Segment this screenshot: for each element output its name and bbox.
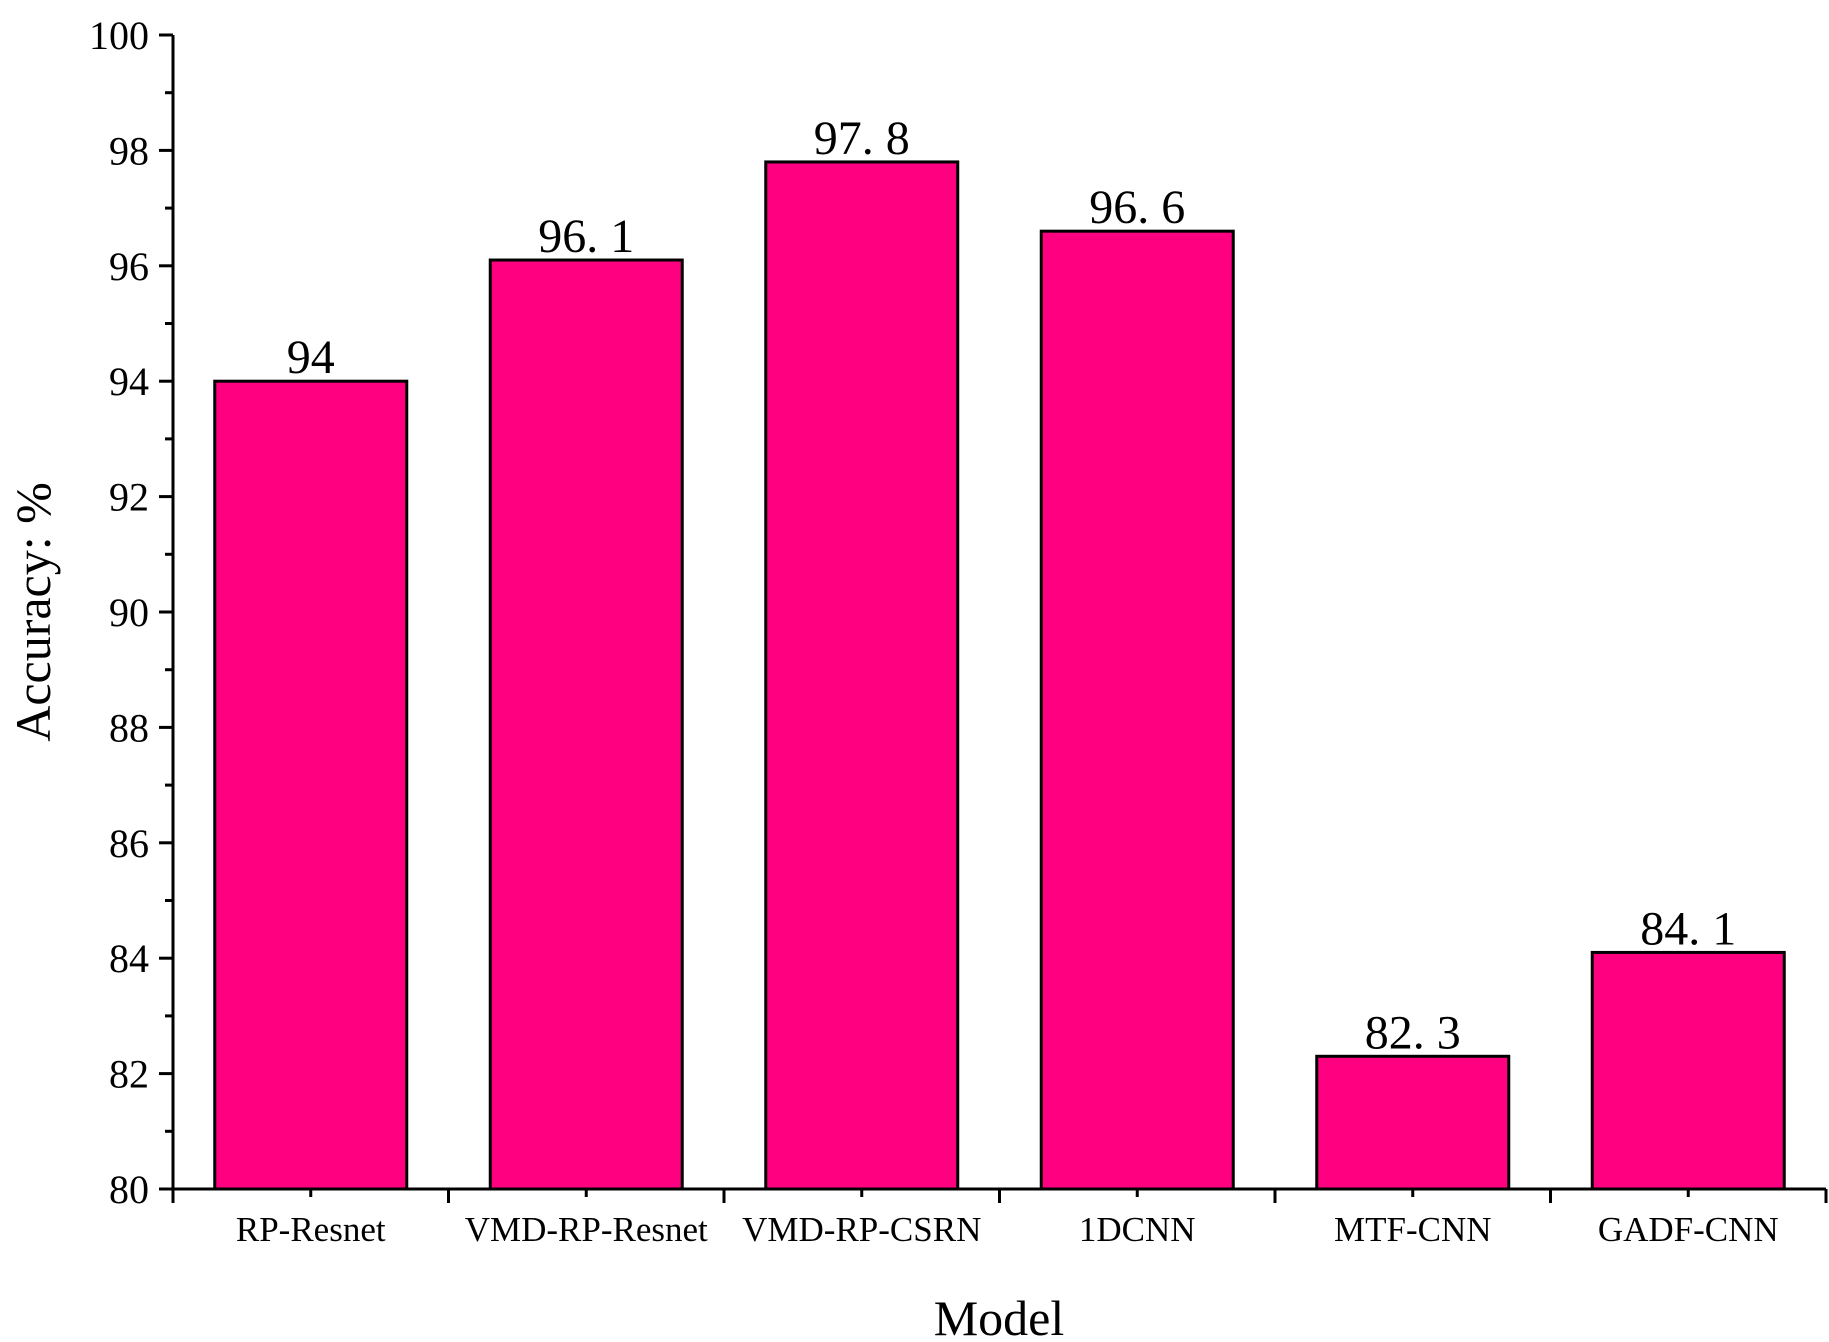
data-label: 96. 1 (538, 210, 634, 263)
bar-vmd-rp-csrn (764, 160, 960, 1191)
y-tick-label: 80 (109, 1167, 149, 1212)
y-tick-label: 92 (109, 475, 149, 520)
x-tick-labels-group: RP-Resnet VMD-RP-Resnet VMD-RP-CSRN 1DCNN MT… (236, 1210, 1779, 1249)
data-label: 97. 8 (814, 112, 910, 165)
bar-vmd-rp-resnet (488, 258, 684, 1191)
x-tick-label: RP-Resnet (236, 1210, 386, 1249)
x-tick-label: VMD-RP-Resnet (465, 1210, 708, 1249)
y-tick-label: 98 (109, 128, 149, 173)
y-tick-label: 96 (109, 244, 149, 289)
bar-gadf-cnn (1590, 950, 1786, 1191)
y-axis-title: Accuracy: % (5, 482, 61, 742)
data-label: 84. 1 (1640, 902, 1736, 955)
bar-mtf-cnn (1315, 1054, 1511, 1191)
x-tick-label: 1DCNN (1079, 1210, 1196, 1249)
x-tick-label: VMD-RP-CSRN (742, 1210, 981, 1249)
y-tick-label: 84 (109, 936, 149, 981)
x-axis-title: Model (934, 1290, 1065, 1342)
data-label: 94 (287, 331, 335, 384)
x-tick-label: MTF-CNN (1334, 1210, 1492, 1249)
data-label: 96. 6 (1089, 181, 1185, 234)
y-tick-label: 94 (109, 359, 149, 404)
data-label: 82. 3 (1365, 1006, 1461, 1059)
y-tick-label: 88 (109, 705, 149, 750)
x-ticks-group (171, 1189, 1828, 1203)
y-tick-label: 82 (109, 1052, 149, 1097)
y-ticks-group: 80 82 84 86 88 90 92 94 96 98 100 (89, 13, 173, 1212)
bar-rp-resnet (213, 379, 409, 1191)
y-tick-label: 100 (89, 13, 149, 58)
axes-group (171, 35, 1826, 1191)
data-labels-group: 94 96. 1 97. 8 96. 6 82. 3 84. 1 (287, 112, 1737, 1059)
y-tick-label: 90 (109, 590, 149, 635)
bar-1dcnn (1039, 229, 1235, 1191)
x-tick-label: GADF-CNN (1598, 1210, 1779, 1249)
y-tick-label: 86 (109, 821, 149, 866)
bars-group (213, 160, 1786, 1191)
